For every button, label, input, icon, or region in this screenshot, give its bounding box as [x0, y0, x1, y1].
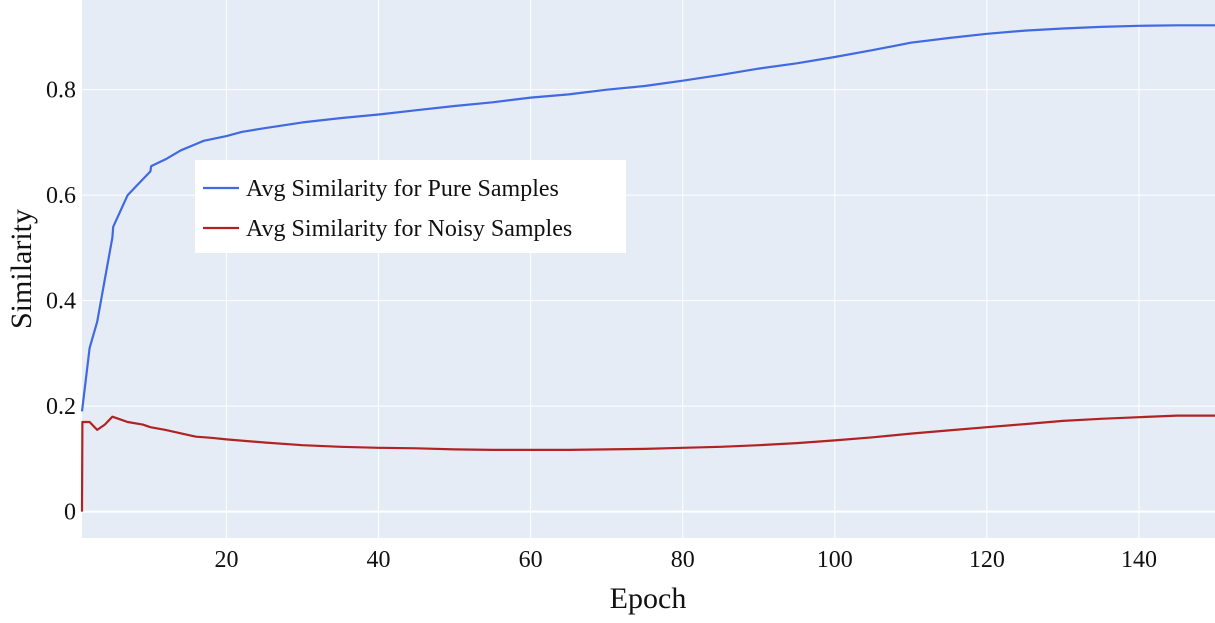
- legend-label-2: Avg Similarity for Noisy Samples: [246, 216, 572, 242]
- x-tick-label: 100: [817, 547, 853, 573]
- series-line-1: [80, 24, 1215, 412]
- legend-label-1: Avg Similarity for Pure Samples: [246, 176, 559, 202]
- series-layer: [80, 24, 1215, 512]
- y-tick-label: 0: [64, 500, 76, 526]
- x-tick-label: 40: [367, 547, 391, 573]
- y-tick-label: 0.6: [46, 183, 76, 209]
- legend: Avg Similarity for Pure Samples Avg Simil…: [195, 160, 626, 253]
- y-tick-label: 0.8: [46, 78, 76, 104]
- y-axis-ticks: 0 0.2 0.4 0.6 0.8: [46, 78, 76, 526]
- legend-box: [195, 160, 626, 253]
- y-tick-label: 0.4: [46, 289, 76, 315]
- series-line-2: [80, 414, 1215, 512]
- y-axis-title: Similarity: [5, 209, 38, 329]
- x-tick-label: 120: [969, 547, 1005, 573]
- x-tick-label: 20: [214, 547, 238, 573]
- x-tick-label: 80: [671, 547, 695, 573]
- x-tick-label: 140: [1121, 547, 1157, 573]
- x-tick-label: 60: [519, 547, 543, 573]
- x-axis-title: Epoch: [610, 582, 687, 615]
- x-axis-ticks: 20 40 60 80 100 120 140: [214, 547, 1156, 573]
- plot-background: [82, 0, 1215, 538]
- y-tick-label: 0.2: [46, 394, 76, 420]
